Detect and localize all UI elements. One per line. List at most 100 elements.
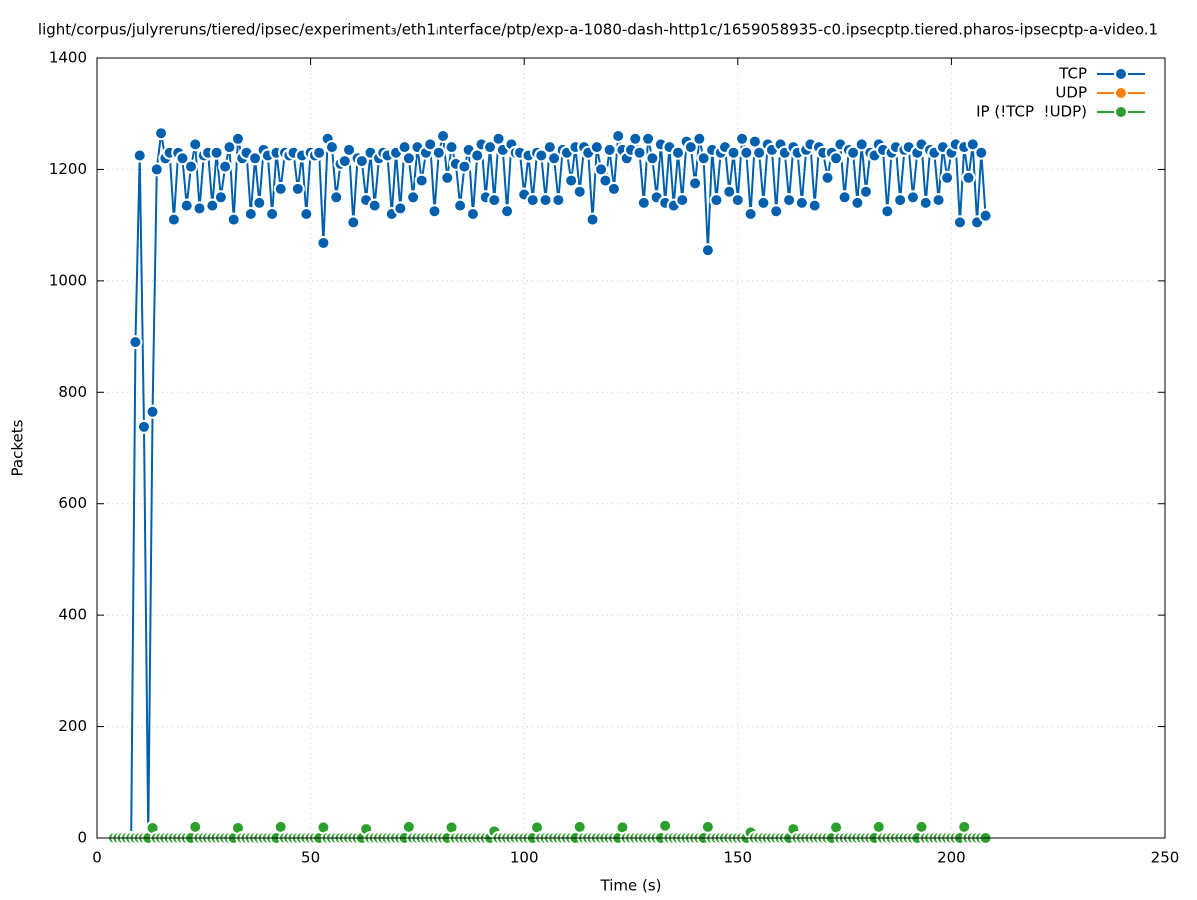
data-point xyxy=(700,243,715,258)
data-point xyxy=(393,201,408,216)
legend-marker xyxy=(1114,86,1128,100)
data-point xyxy=(696,151,711,166)
data-point xyxy=(209,145,224,160)
data-point xyxy=(602,142,617,157)
data-point xyxy=(940,170,955,185)
data-point xyxy=(222,140,237,155)
data-point xyxy=(367,198,382,213)
data-point xyxy=(401,151,416,166)
data-point xyxy=(752,145,767,160)
data-point xyxy=(316,235,331,250)
data-point xyxy=(213,190,228,205)
data-point xyxy=(641,131,656,146)
data-point xyxy=(743,207,758,221)
data-point xyxy=(952,215,967,230)
x-tick-label: 250 xyxy=(1151,849,1180,867)
data-point xyxy=(534,148,549,163)
data-point xyxy=(683,140,698,155)
data-point xyxy=(342,142,357,157)
data-point xyxy=(218,159,233,174)
x-tick-label: 200 xyxy=(937,849,966,867)
data-point xyxy=(931,193,946,208)
data-point xyxy=(692,131,707,146)
data-point xyxy=(756,195,771,210)
data-point xyxy=(658,818,673,833)
legend-label: TCP xyxy=(1058,65,1087,83)
data-point xyxy=(547,151,562,166)
data-point xyxy=(846,145,861,160)
data-point xyxy=(324,140,339,155)
y-tick-label: 600 xyxy=(58,494,87,512)
legend-marker xyxy=(1114,105,1128,119)
data-point xyxy=(440,170,455,185)
data-point xyxy=(632,145,647,160)
data-point xyxy=(252,195,267,210)
data-point xyxy=(572,184,587,199)
y-tick-label: 800 xyxy=(58,383,87,401)
data-point xyxy=(465,207,480,221)
data-point xyxy=(551,193,566,208)
data-point xyxy=(453,198,468,213)
data-point xyxy=(538,193,553,208)
chart-title: light/corpus/julyreruns/tiered/ipsec/exp… xyxy=(38,21,1158,39)
x-axis-label: Time (s) xyxy=(600,877,662,895)
data-point xyxy=(149,162,164,177)
data-point xyxy=(166,212,181,227)
data-point xyxy=(782,193,797,208)
data-point xyxy=(205,198,220,213)
data-point xyxy=(636,195,651,210)
data-point xyxy=(974,145,989,160)
legend-label: UDP xyxy=(1055,84,1087,102)
data-point xyxy=(230,131,245,146)
legend-marker xyxy=(1114,67,1128,81)
data-point xyxy=(820,170,835,185)
data-point xyxy=(500,204,515,219)
x-tick-label: 50 xyxy=(301,849,320,867)
data-point xyxy=(850,195,865,210)
data-point xyxy=(175,151,190,166)
y-tick-label: 1000 xyxy=(49,271,87,289)
legend-label: IP (!TCP !UDP) xyxy=(976,103,1087,121)
data-point xyxy=(794,195,809,210)
x-tick-label: 100 xyxy=(510,849,539,867)
data-point xyxy=(589,140,604,155)
data-point xyxy=(735,131,750,146)
data-point xyxy=(726,145,741,160)
data-point xyxy=(346,215,361,230)
data-point xyxy=(807,198,822,213)
data-point xyxy=(427,204,442,219)
data-point xyxy=(645,151,660,166)
data-point xyxy=(598,173,613,188)
data-point xyxy=(585,212,600,227)
data-point xyxy=(670,145,685,160)
data-point xyxy=(769,204,784,219)
data-point xyxy=(128,335,143,350)
data-point xyxy=(248,151,263,166)
data-point xyxy=(918,195,933,210)
data-point xyxy=(312,145,327,160)
data-point xyxy=(273,181,288,196)
data-point xyxy=(709,193,724,208)
data-point xyxy=(905,190,920,205)
data-point xyxy=(132,148,147,163)
y-tick-label: 0 xyxy=(77,829,87,847)
data-point xyxy=(265,207,280,221)
data-point xyxy=(188,137,203,152)
data-point xyxy=(192,201,207,216)
data-point xyxy=(423,137,438,152)
data-point xyxy=(880,204,895,219)
data-point xyxy=(226,212,241,227)
data-point xyxy=(299,207,314,221)
data-point xyxy=(688,176,703,191)
y-tick-label: 1400 xyxy=(49,49,87,67)
series xyxy=(107,126,993,845)
data-point xyxy=(136,419,151,434)
data-point xyxy=(483,140,498,155)
data-point xyxy=(858,184,873,199)
data-point xyxy=(354,154,369,169)
data-point xyxy=(436,129,451,143)
data-point xyxy=(183,159,198,174)
